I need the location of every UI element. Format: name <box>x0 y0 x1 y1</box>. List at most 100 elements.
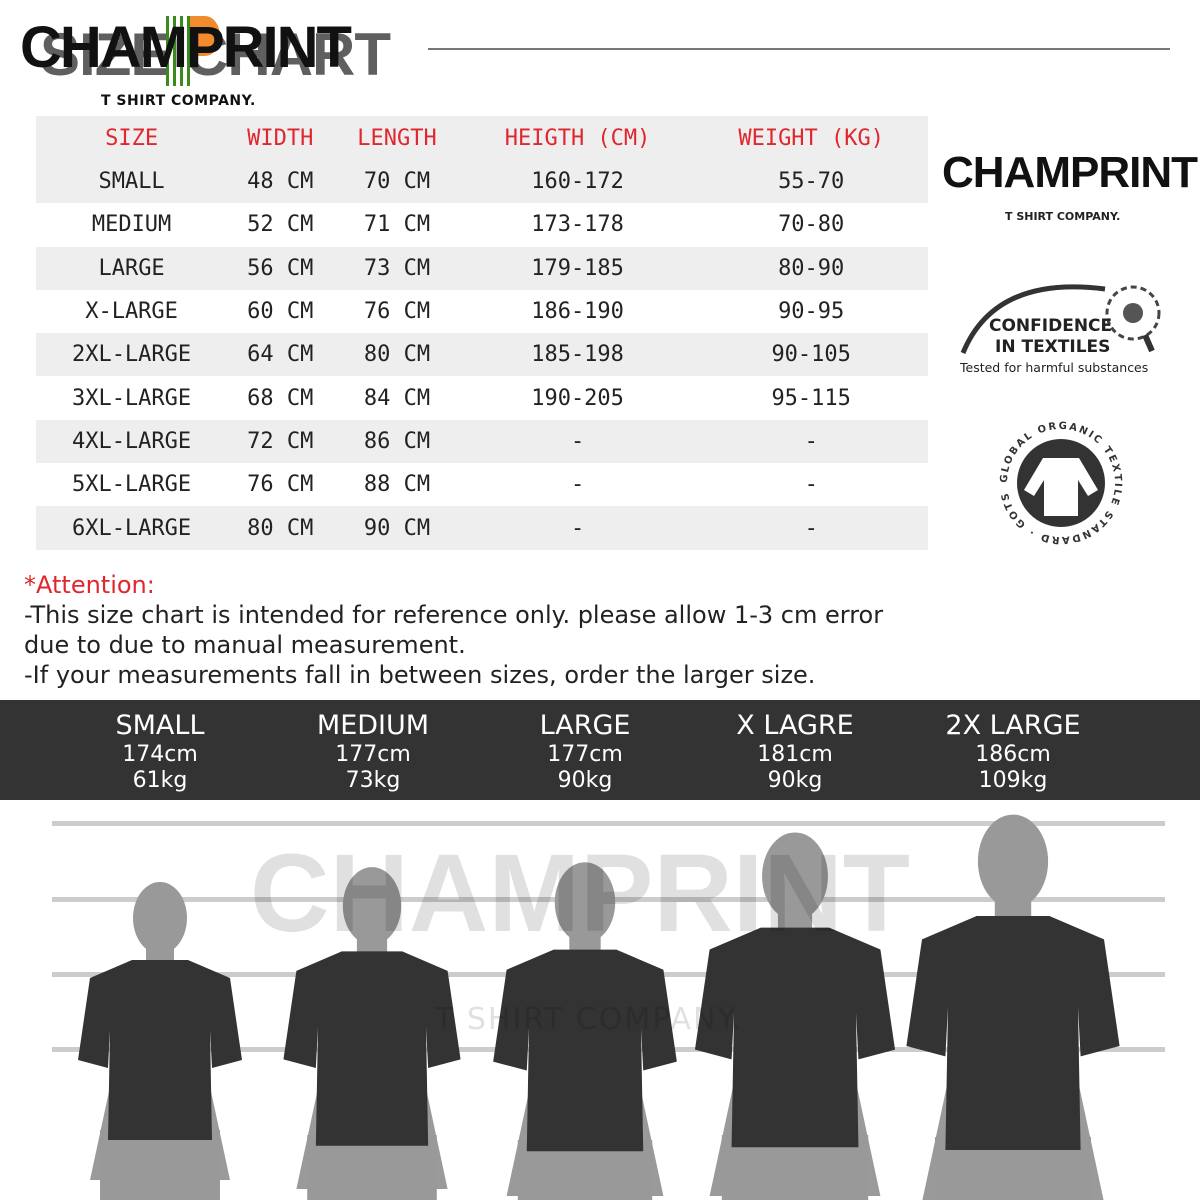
gots-logo: GLOBAL ORGANIC TEXTILE STANDARD · GOTS · <box>998 420 1121 545</box>
table-cell: 185-198 <box>531 342 624 368</box>
table-row: 6XL-LARGE 80 CM 90 CM - - <box>36 506 928 550</box>
table-cell: 68 CM <box>247 385 314 411</box>
cert-sub: Tested for harmful substances <box>959 360 1148 375</box>
model-height: 177cm <box>335 742 411 767</box>
model-stat: MEDIUM 177cm 73kg <box>273 710 473 794</box>
attention-note: *Attention: -This size chart is intended… <box>24 570 883 690</box>
model-weight: 109kg <box>978 768 1048 793</box>
table-cell: 95-115 <box>771 385 851 411</box>
cert-line2: IN TEXTILES <box>995 337 1110 357</box>
cert-line1: CONFIDENCE <box>989 316 1112 336</box>
model-size: SMALL <box>115 710 205 741</box>
table-cell: 88 CM <box>363 472 431 498</box>
table-cell: 52 CM <box>247 212 314 238</box>
table-header: SIZE WIDTH LENGTH HEIGTH (CM) WEIGHT (KG) <box>36 116 928 160</box>
model-size: MEDIUM <box>316 710 430 741</box>
logo-orange-mark <box>190 16 220 56</box>
model-weight: 90kg <box>767 768 823 793</box>
model-height: 186cm <box>975 742 1051 767</box>
table-cell: 80 CM <box>363 342 431 368</box>
watermark-tagline: T SHIRT COMPANY. <box>435 1002 744 1037</box>
table-cell: 173-178 <box>531 212 624 238</box>
table-cell: 80 CM <box>247 515 314 541</box>
model-size: LARGE <box>539 710 631 741</box>
table-row: 5XL-LARGE 76 CM 88 CM - - <box>36 463 928 507</box>
size-table: SIZE WIDTH LENGTH HEIGTH (CM) WEIGHT (KG) SM… <box>36 116 928 550</box>
model-height: 177cm <box>547 742 623 767</box>
table-cell: 90-105 <box>771 342 851 368</box>
height-line <box>52 821 1165 826</box>
column-header: HEIGTH (CM) <box>504 125 651 151</box>
watermark-tagline: T SHIRT COMPANY. <box>315 438 624 473</box>
table-cell: 76 CM <box>247 472 314 498</box>
attention-line: -This size chart is intended for referen… <box>24 601 884 629</box>
model-weight: 73kg <box>345 768 401 793</box>
table-cell: - <box>804 472 818 498</box>
table-cell: 80-90 <box>778 255 845 281</box>
table-cell: 90-95 <box>778 299 845 325</box>
table-cell: 70 CM <box>363 169 431 195</box>
table-cell: SMALL <box>98 169 165 195</box>
brand-tagline: T SHIRT COMPANY. <box>101 93 256 109</box>
model-silhouette <box>906 814 1120 1200</box>
table-cell: 71 CM <box>363 212 431 238</box>
table-cell: 90 CM <box>363 515 431 541</box>
table-row: MEDIUM 52 CM 71 CM 173-178 70-80 <box>36 203 928 247</box>
model-silhouette <box>694 832 896 1200</box>
logo-green-bars <box>166 16 190 86</box>
attention-line: -If your measurements fall in between si… <box>24 661 816 689</box>
table-cell: 73 CM <box>363 255 431 281</box>
table-row: LARGE 56 CM 73 CM 179-185 80-90 <box>36 246 928 290</box>
table-cell: - <box>570 515 585 541</box>
table-cell: 76 CM <box>363 299 431 325</box>
table-cell: 55-70 <box>778 169 845 195</box>
model-stat: SMALL 174cm 61kg <box>60 710 260 794</box>
model-height: 181cm <box>757 742 833 767</box>
table-cell: 86 CM <box>363 428 431 454</box>
model-weight: 90kg <box>557 768 613 793</box>
model-figures <box>78 814 1120 1200</box>
model-stats-band: SMALL 174cm 61kg MEDIUM 177cm 73kg LARGE 177cm 9… <box>0 700 1200 800</box>
model-weight: 61kg <box>132 768 188 793</box>
header-divider <box>428 48 1170 50</box>
table-cell: 56 CM <box>247 255 314 281</box>
model-size: X LAGRE <box>736 710 854 741</box>
table-cell: 190-205 <box>531 385 624 411</box>
table-cell: LARGE <box>98 255 165 281</box>
table-row: X-LARGE 60 CM 76 CM 186-190 90-95 <box>36 289 928 334</box>
table-cell: X-LARGE <box>85 299 178 325</box>
table-cell: 6XL-LARGE <box>71 515 192 541</box>
table-cell: 5XL-LARGE <box>71 472 192 498</box>
table-row: SMALL 48 CM 70 CM 160-172 55-70 <box>36 160 928 204</box>
side-tagline: T SHIRT COMPANY. <box>1005 210 1121 223</box>
table-cell: 186-190 <box>531 299 624 325</box>
side-brand-logo: CHAMPRINT <box>942 148 1198 197</box>
table-cell: 84 CM <box>363 385 431 411</box>
model-height: 174cm <box>122 742 198 767</box>
table-cell: 64 CM <box>247 342 314 368</box>
table-row: 4XL-LARGE 72 CM 86 CM - - <box>36 419 928 464</box>
model-silhouette <box>78 882 242 1200</box>
table-cell: - <box>804 428 818 454</box>
model-size: 2X LARGE <box>945 710 1081 741</box>
table-cell: 72 CM <box>247 428 314 454</box>
table-cell: - <box>570 428 585 454</box>
table-cell: 179-185 <box>531 255 624 281</box>
column-header: WIDTH <box>247 125 314 151</box>
column-header: SIZE <box>105 125 159 151</box>
model-silhouette <box>493 862 677 1200</box>
model-stat: LARGE 177cm 90kg <box>485 710 685 794</box>
column-header: LENGTH <box>357 125 437 151</box>
model-stat: 2X LARGE 186cm 109kg <box>913 710 1113 794</box>
table-cell: 4XL-LARGE <box>71 428 192 454</box>
table-cell: 2XL-LARGE <box>71 342 192 368</box>
brand-logo: CHAMPRINT <box>20 15 352 80</box>
attention-title: *Attention: <box>24 571 155 599</box>
table-cell: 160-172 <box>531 169 624 195</box>
model-stat: X LAGRE 181cm 90kg <box>695 710 895 794</box>
watermark-brand: CHAMPRINT <box>250 832 910 955</box>
table-row: 3XL-LARGE 68 CM 84 CM 190-205 95-115 <box>36 376 928 420</box>
attention-line: due to due to manual measurement. <box>24 631 466 659</box>
table-cell: 70-80 <box>778 212 845 238</box>
table-cell: 48 CM <box>247 169 314 195</box>
